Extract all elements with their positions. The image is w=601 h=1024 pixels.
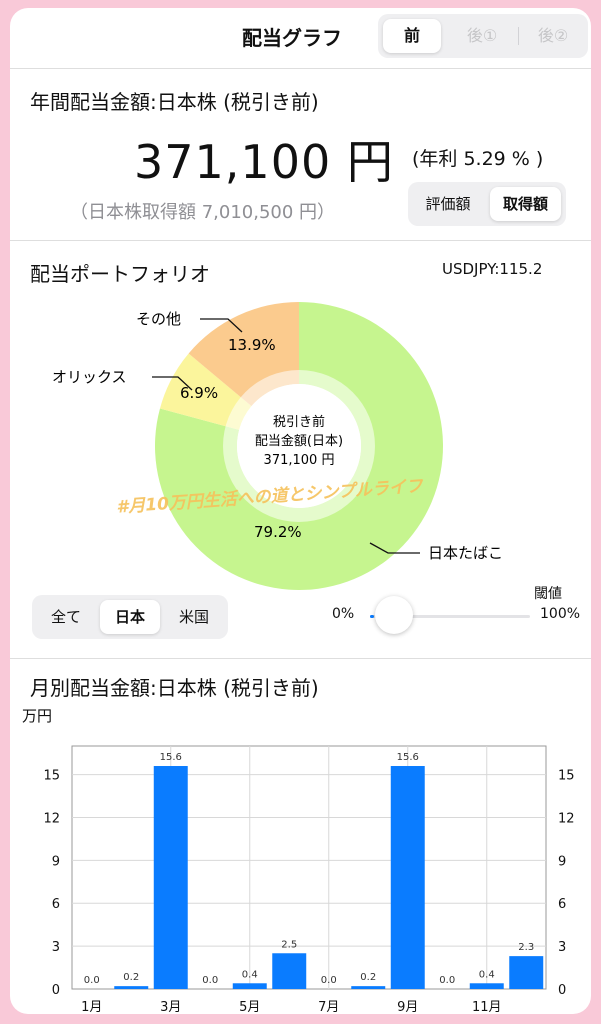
- threshold-label: 閾値: [534, 586, 562, 602]
- monthly-bar-chart: 0 0 3 3 6 6 9 9 12 12 15 15 0.0 0.2 15.6 0.0 0.4 2.5 0.0 0.…: [43, 745, 575, 1014]
- country-us[interactable]: 米国: [178, 608, 209, 626]
- slice-name-orix: オリックス: [52, 368, 127, 386]
- basis-market-value[interactable]: 評価額: [425, 195, 471, 213]
- slice-pct-jt: 79.2%: [254, 523, 302, 541]
- y-tick-label-right: 0: [558, 983, 566, 998]
- x-tick-label: 3月: [160, 1000, 181, 1014]
- donut-hole: [237, 384, 361, 508]
- bar-value-label: 0.0: [439, 975, 455, 986]
- divider: [10, 240, 591, 241]
- threshold-max: 100%: [540, 606, 581, 622]
- bar-11月: [469, 983, 504, 989]
- threshold-slider-track[interactable]: [370, 615, 530, 618]
- bar-3月: [153, 766, 188, 989]
- y-tick-label-left: 12: [43, 811, 60, 826]
- country-segmented-control: 全て 日本 米国: [32, 595, 228, 639]
- donut-center-line1: 税引き前: [273, 414, 325, 430]
- monthly-dividend-label: 月別配当金額:日本株 (税引き前): [30, 676, 319, 700]
- slice-pct-other: 13.9%: [228, 336, 276, 354]
- slice-name-jt: 日本たばこ: [428, 544, 503, 562]
- slice-japan-tobacco: [154, 302, 443, 590]
- tab-before-tax[interactable]: 前: [383, 19, 441, 53]
- fx-rate: USDJPY:115.2: [442, 260, 543, 278]
- annual-yield: (年利 5.29 % ): [412, 148, 544, 170]
- x-tick-label: 9月: [397, 1000, 418, 1014]
- bar-value-label: 0.2: [123, 972, 139, 983]
- country-all[interactable]: 全て: [50, 608, 81, 626]
- portfolio-donut-chart: 税引き前 配当金額(日本) 371,100 円 79.2% 6.9% 13.9%…: [52, 302, 503, 590]
- bar-12月: [509, 956, 544, 989]
- divider: [10, 68, 591, 69]
- x-tick-label: 11月: [472, 1000, 502, 1014]
- bar-value-label: 15.6: [160, 752, 182, 763]
- bar-value-label: 0.0: [202, 975, 218, 986]
- bar-value-label: 0.4: [242, 969, 258, 980]
- leader-line-other: [200, 318, 243, 333]
- bar-value-label: 0.0: [321, 975, 337, 986]
- y-tick-label-right: 15: [558, 769, 575, 784]
- country-japan[interactable]: 日本: [100, 600, 160, 634]
- leader-line-jt: [369, 542, 420, 554]
- x-tick-label: 7月: [318, 1000, 339, 1014]
- slice-name-other: その他: [136, 310, 181, 328]
- portfolio-label: 配当ポートフォリオ: [30, 262, 210, 286]
- threshold-slider-fill: [370, 615, 374, 618]
- bar-value-label: 0.4: [479, 969, 495, 980]
- slice-orix: [159, 353, 252, 430]
- annual-dividend-amount: 371,100 円: [134, 135, 394, 189]
- bar-value-label: 0.2: [360, 972, 376, 983]
- bar-value-label: 2.5: [281, 939, 297, 950]
- header: 配当グラフ 前 後① 後②: [10, 8, 591, 68]
- y-tick-label-right: 3: [558, 940, 566, 955]
- annual-dividend-label: 年間配当金額:日本株 (税引き前): [30, 90, 319, 114]
- y-tick-label-right: 6: [558, 897, 566, 912]
- tab-after-tax-2[interactable]: 後②: [537, 26, 569, 45]
- plot-frame: [71, 745, 547, 990]
- bar-value-label: 15.6: [397, 752, 419, 763]
- tax-segmented-control: 前 後① 後②: [378, 14, 588, 58]
- y-axis-unit: 万円: [22, 707, 53, 725]
- x-tick-label: 1月: [81, 1000, 102, 1014]
- bar-6月: [272, 953, 307, 989]
- leader-line-orix: [152, 376, 193, 391]
- donut-center-line3: 371,100 円: [264, 453, 335, 468]
- basis-acquisition-cost[interactable]: 取得額: [490, 187, 561, 221]
- bar-5月: [232, 983, 267, 989]
- y-tick-label-left: 3: [52, 940, 60, 955]
- acquisition-cost: （日本株取得額 7,010,500 円）: [70, 202, 336, 223]
- tab-after-tax-1[interactable]: 後①: [466, 26, 498, 45]
- y-tick-label-left: 9: [52, 854, 60, 869]
- y-tick-label-right: 9: [558, 854, 566, 869]
- y-tick-label-left: 15: [43, 769, 60, 784]
- y-tick-label-left: 6: [52, 897, 60, 912]
- divider: [10, 658, 591, 659]
- slice-pct-orix: 6.9%: [180, 384, 218, 402]
- y-tick-label-right: 12: [558, 811, 575, 826]
- bar-9月: [390, 766, 425, 989]
- y-tick-label-left: 0: [52, 983, 60, 998]
- threshold-min: 0%: [332, 606, 355, 622]
- bar-value-label: 2.3: [518, 942, 534, 953]
- segment-divider: [518, 27, 519, 45]
- bar-8月: [351, 986, 386, 989]
- bar-2月: [114, 986, 149, 989]
- bar-value-label: 0.0: [84, 975, 100, 986]
- page-title: 配当グラフ: [242, 26, 342, 50]
- donut-center-line2: 配当金額(日本): [255, 433, 343, 449]
- threshold-slider-thumb[interactable]: [375, 596, 413, 634]
- x-tick-label: 5月: [239, 1000, 260, 1014]
- dividend-card: 配当グラフ 前 後① 後② 年間配当金額:日本株 (税引き前) 371,100 …: [10, 8, 591, 1014]
- basis-segmented-control: 評価額 取得額: [408, 182, 566, 226]
